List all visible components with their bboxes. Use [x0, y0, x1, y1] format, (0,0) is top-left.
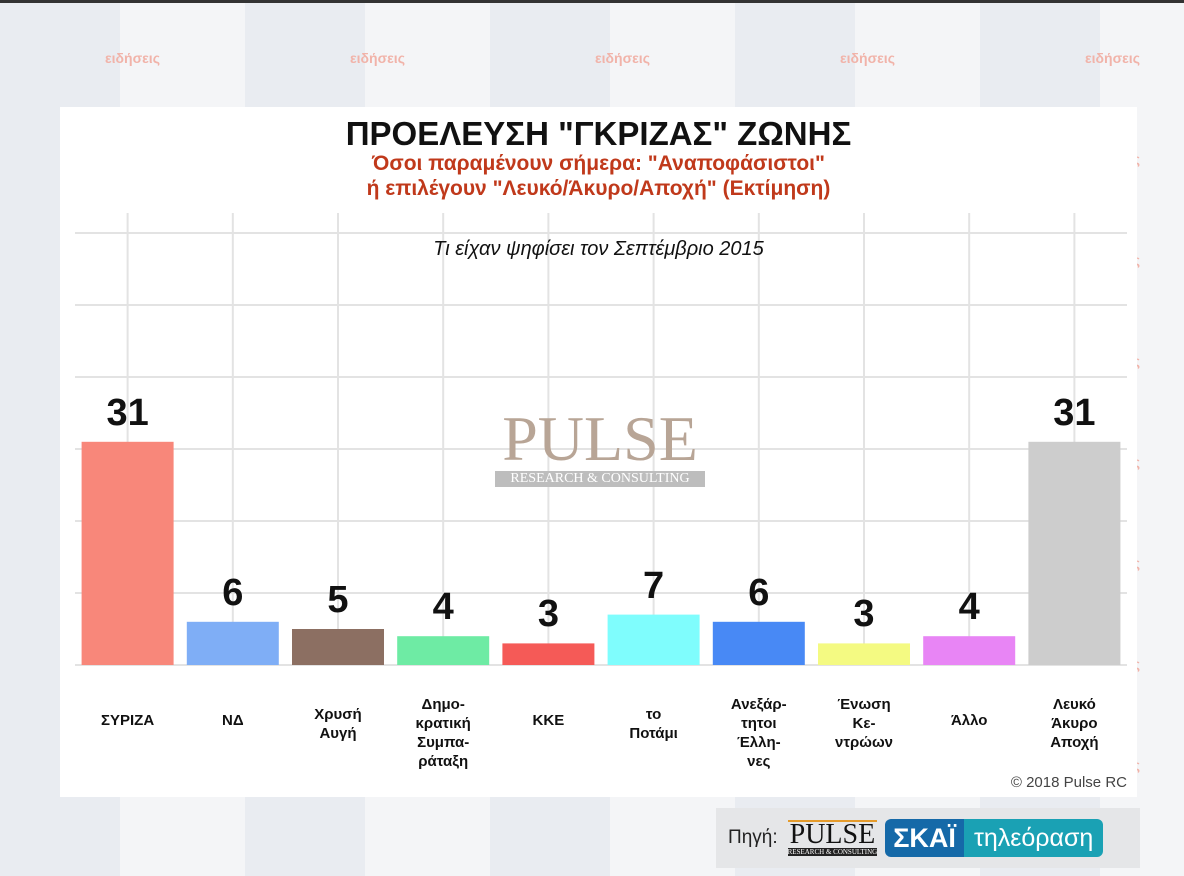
pulse-watermark-logo: PULSE RESEARCH & CONSULTING	[495, 407, 705, 487]
data-label: 7	[643, 564, 665, 607]
data-label: 3	[537, 593, 559, 636]
subtitle-line-1: Όσοι παραμένουν σήμερα: "Αναποφάσιστοι"	[372, 152, 825, 175]
bar	[607, 614, 700, 665]
bar	[1028, 441, 1121, 665]
bar	[923, 636, 1016, 665]
category-label: Χρυσή Αυγή	[314, 706, 362, 742]
skai-logo: ΣΚΑΪ τηλεόραση	[885, 819, 1104, 857]
bar	[81, 441, 174, 665]
top-border	[0, 0, 1184, 3]
pulse-logo: PULSE RESEARCH & CONSULTING	[787, 819, 878, 856]
category-label: Άλλο	[950, 712, 988, 729]
chart-subtitle: Όσοι παραμένουν σήμερα: "Αναποφάσιστοι" …	[60, 151, 1137, 201]
category-label: ΝΔ	[221, 712, 244, 729]
category-label: ΚΚΕ	[532, 712, 565, 729]
background-watermark-text: ειδήσεις	[350, 50, 405, 66]
source-banner: Πηγή: PULSE RESEARCH & CONSULTING ΣΚΑΪ τη…	[716, 808, 1140, 868]
data-label: 6	[222, 571, 244, 614]
pulse-watermark-name: PULSE	[502, 403, 698, 474]
subtitle-line-2: ή επιλέγουν "Λευκό/Άκυρο/Αποχή" (Εκτίμησ…	[366, 177, 831, 200]
chart-panel: PULSE RESEARCH & CONSULTING ΠΡΟΕΛΕΥΣΗ "Γ…	[60, 107, 1137, 797]
category-label: Ανεξάρ- τητοι Έλλη- νες	[730, 696, 787, 770]
copyright: © 2018 Pulse RC	[1010, 774, 1127, 791]
bar	[397, 636, 490, 665]
bar	[186, 621, 279, 665]
category-label: Λευκό Άκυρο Αποχή	[1050, 696, 1099, 751]
chart-plot	[75, 213, 1127, 666]
data-label: 3	[853, 593, 875, 636]
chart-title: ΠΡΟΕΛΕΥΣΗ "ΓΚΡΙΖΑΣ" ΖΩΝΗΣ	[345, 115, 852, 152]
source-label: Πηγή:	[728, 827, 778, 848]
chart-inner-title: Τι είχαν ψηφίσει τον Σεπτέμβριο 2015	[433, 238, 764, 260]
background-watermark-text: ειδήσεις	[595, 50, 650, 66]
skai-logo-tv: τηλεόραση	[963, 819, 1104, 857]
category-label: Ένωση Κε- ντρώων	[834, 696, 893, 751]
data-label: 31	[106, 391, 149, 434]
category-label: ΣΥΡΙΖΑ	[101, 712, 155, 729]
bar	[818, 643, 910, 665]
category-label: το Ποτάμι	[629, 706, 678, 742]
bar	[712, 621, 805, 665]
data-label: 6	[748, 571, 770, 614]
skai-logo-name: ΣΚΑΪ	[885, 819, 964, 857]
pulse-watermark-tagline: RESEARCH & CONSULTING	[495, 471, 705, 487]
category-label: Δημο- κρατική Συμπα- ράταξη	[415, 696, 471, 770]
bar	[292, 629, 384, 665]
data-label: 4	[432, 586, 454, 629]
data-label: 4	[958, 586, 980, 629]
data-label: 31	[1053, 391, 1096, 434]
background-watermark-text: ειδήσεις	[840, 50, 895, 66]
data-label: 5	[327, 579, 349, 621]
pulse-logo-tagline: RESEARCH & CONSULTING	[787, 848, 878, 856]
background-watermark-text: ειδήσεις	[1085, 50, 1140, 66]
background-watermark-text: ειδήσεις	[105, 50, 160, 66]
pulse-logo-text: PULSE	[789, 819, 876, 850]
bar	[502, 643, 595, 665]
